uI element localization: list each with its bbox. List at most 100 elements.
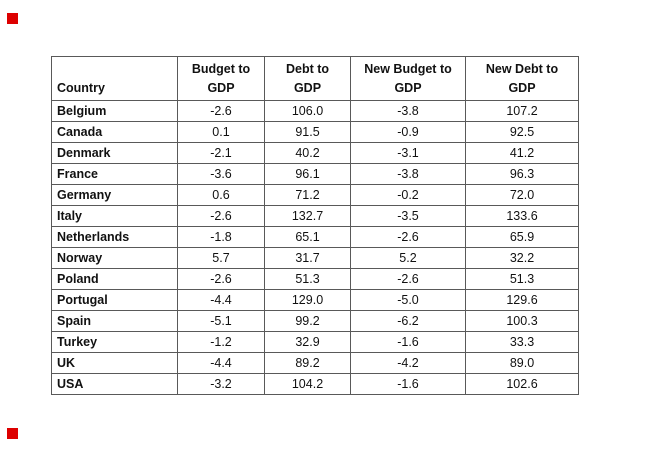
column-header-line: New Debt to xyxy=(485,61,559,76)
value-cell: -4.2 xyxy=(350,352,466,374)
country-cell: Italy xyxy=(51,205,178,227)
value-cell: 5.7 xyxy=(177,247,265,269)
table-row: Italy -2.6 132.7 -3.5 133.6 xyxy=(51,205,579,227)
table-row: UK -4.4 89.2 -4.2 89.0 xyxy=(51,352,579,374)
value-cell: 89.0 xyxy=(465,352,579,374)
column-header: New Budget to GDP xyxy=(350,56,466,101)
column-header: Budget to GDP xyxy=(177,56,265,101)
table-row: Portugal -4.4 129.0 -5.0 129.6 xyxy=(51,289,579,311)
value-cell: 51.3 xyxy=(465,268,579,290)
value-cell: 40.2 xyxy=(264,142,351,164)
value-cell: -1.2 xyxy=(177,331,265,353)
value-cell: 72.0 xyxy=(465,184,579,206)
country-cell: Denmark xyxy=(51,142,178,164)
column-header-line: GDP xyxy=(394,80,422,95)
country-cell: Netherlands xyxy=(51,226,178,248)
country-cell: Norway xyxy=(51,247,178,269)
country-cell: Germany xyxy=(51,184,178,206)
table-row: Turkey -1.2 32.9 -1.6 33.3 xyxy=(51,331,579,353)
value-cell: -2.1 xyxy=(177,142,265,164)
value-cell: -1.6 xyxy=(350,373,466,395)
table-row: Denmark -2.1 40.2 -3.1 41.2 xyxy=(51,142,579,164)
value-cell: -3.2 xyxy=(177,373,265,395)
country-cell: USA xyxy=(51,373,178,395)
value-cell: 132.7 xyxy=(264,205,351,227)
value-cell: -2.6 xyxy=(177,100,265,122)
value-cell: -3.6 xyxy=(177,163,265,185)
value-cell: -0.9 xyxy=(350,121,466,143)
value-cell: 0.6 xyxy=(177,184,265,206)
value-cell: 96.3 xyxy=(465,163,579,185)
value-cell: 99.2 xyxy=(264,310,351,332)
value-cell: -2.6 xyxy=(350,226,466,248)
value-cell: 104.2 xyxy=(264,373,351,395)
table-row: USA -3.2 104.2 -1.6 102.6 xyxy=(51,373,579,395)
value-cell: 65.1 xyxy=(264,226,351,248)
value-cell: 102.6 xyxy=(465,373,579,395)
country-cell: Canada xyxy=(51,121,178,143)
value-cell: 89.2 xyxy=(264,352,351,374)
column-header-line: GDP xyxy=(508,80,536,95)
column-header: New Debt to GDP xyxy=(465,56,579,101)
country-cell: Portugal xyxy=(51,289,178,311)
table-row: France -3.6 96.1 -3.8 96.3 xyxy=(51,163,579,185)
table-row: Poland -2.6 51.3 -2.6 51.3 xyxy=(51,268,579,290)
column-header: Country xyxy=(51,56,178,101)
country-cell: UK xyxy=(51,352,178,374)
red-marker-bottom-left xyxy=(7,428,18,439)
value-cell: -6.2 xyxy=(350,310,466,332)
value-cell: -2.6 xyxy=(350,268,466,290)
country-cell: Poland xyxy=(51,268,178,290)
country-cell: Spain xyxy=(51,310,178,332)
value-cell: 96.1 xyxy=(264,163,351,185)
value-cell: -4.4 xyxy=(177,352,265,374)
value-cell: -2.6 xyxy=(177,268,265,290)
table-row: Germany 0.6 71.2 -0.2 72.0 xyxy=(51,184,579,206)
value-cell: -1.6 xyxy=(350,331,466,353)
value-cell: -3.1 xyxy=(350,142,466,164)
column-header-line: New Budget to xyxy=(364,61,452,76)
country-gdp-table: Country Budget to GDP Debt to GDP New Budget … xyxy=(51,56,579,395)
country-cell: Belgium xyxy=(51,100,178,122)
red-marker-top-left xyxy=(7,13,18,24)
table-body: Belgium -2.6 106.0 -3.8 107.2 Canada 0.1 91.5 -0… xyxy=(51,100,579,395)
value-cell: 32.9 xyxy=(264,331,351,353)
value-cell: 71.2 xyxy=(264,184,351,206)
value-cell: 0.1 xyxy=(177,121,265,143)
value-cell: 91.5 xyxy=(264,121,351,143)
column-header-line: Budget to xyxy=(191,61,251,76)
value-cell: 32.2 xyxy=(465,247,579,269)
value-cell: -1.8 xyxy=(177,226,265,248)
column-header-line: GDP xyxy=(293,80,322,95)
country-cell: Turkey xyxy=(51,331,178,353)
header-row: Country Budget to GDP Debt to GDP New Budget … xyxy=(51,56,579,101)
value-cell: 106.0 xyxy=(264,100,351,122)
column-header-line: GDP xyxy=(207,80,235,95)
column-header: Debt to GDP xyxy=(264,56,351,101)
table-row: Canada 0.1 91.5 -0.9 92.5 xyxy=(51,121,579,143)
column-header-line: Debt to xyxy=(285,61,330,76)
value-cell: -3.8 xyxy=(350,163,466,185)
country-cell: France xyxy=(51,163,178,185)
value-cell: -3.5 xyxy=(350,205,466,227)
value-cell: 41.2 xyxy=(465,142,579,164)
value-cell: 33.3 xyxy=(465,331,579,353)
value-cell: 129.0 xyxy=(264,289,351,311)
value-cell: -4.4 xyxy=(177,289,265,311)
value-cell: -5.0 xyxy=(350,289,466,311)
value-cell: 129.6 xyxy=(465,289,579,311)
value-cell: -2.6 xyxy=(177,205,265,227)
value-cell: 31.7 xyxy=(264,247,351,269)
table-row: Spain -5.1 99.2 -6.2 100.3 xyxy=(51,310,579,332)
value-cell: 133.6 xyxy=(465,205,579,227)
table-row: Belgium -2.6 106.0 -3.8 107.2 xyxy=(51,100,579,122)
value-cell: -3.8 xyxy=(350,100,466,122)
value-cell: 65.9 xyxy=(465,226,579,248)
column-header-line: Country xyxy=(57,81,105,96)
table-row: Norway 5.7 31.7 5.2 32.2 xyxy=(51,247,579,269)
value-cell: 51.3 xyxy=(264,268,351,290)
value-cell: 92.5 xyxy=(465,121,579,143)
value-cell: -5.1 xyxy=(177,310,265,332)
value-cell: -0.2 xyxy=(350,184,466,206)
